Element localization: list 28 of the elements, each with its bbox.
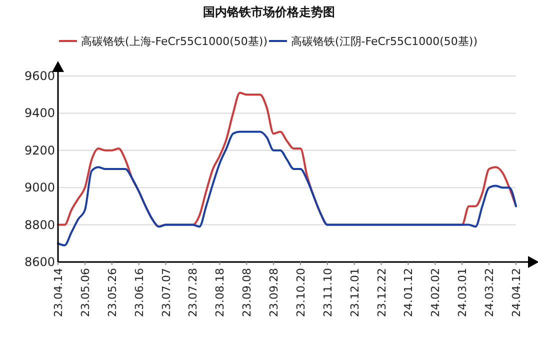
y-tick-label: 8800 (24, 218, 55, 232)
chart-title: 国内铬铁市场价格走势图 (203, 5, 335, 19)
y-tick-label: 9400 (24, 106, 55, 120)
x-tick-label: 23.08.18 (214, 268, 227, 317)
x-tick-label: 23.11.10 (321, 268, 334, 317)
x-tick-label: 23.04.14 (52, 268, 65, 317)
x-tick-label: 23.05.26 (106, 268, 119, 317)
x-tick-label: 23.07.07 (160, 268, 173, 317)
x-tick-label: 23.12.01 (348, 268, 362, 317)
x-tick-label: 23.06.16 (132, 268, 146, 317)
x-tick-label: 24.03.22 (483, 268, 496, 317)
y-tick-label: 9000 (24, 180, 55, 195)
x-tick-label: 23.07.28 (186, 268, 200, 317)
x-tick-label: 23.09.08 (240, 268, 254, 317)
x-tick-label: 23.10.20 (294, 268, 308, 317)
x-tick-label: 23.12.22 (375, 268, 388, 317)
x-tick-label: 24.02.02 (429, 268, 442, 317)
x-tick-label: 23.09.28 (268, 268, 281, 317)
x-tick-label: 23.05.06 (78, 268, 92, 317)
y-tick-label: 8600 (24, 255, 55, 269)
legend-label: 高碳铬铁(上海-FeCr55C1000(50基)) (81, 35, 268, 48)
x-tick-label: 24.01.12 (402, 268, 416, 317)
y-tick-label: 9200 (24, 143, 55, 158)
line-series (57, 130, 517, 246)
y-tick-label: 9600 (24, 69, 55, 83)
legend-label: 高碳铬铁(江阴-FeCr55C1000(50基)) (291, 35, 478, 48)
x-tick-label: 24.04.12 (510, 268, 523, 317)
x-tick-label: 24.03.01 (456, 268, 470, 317)
